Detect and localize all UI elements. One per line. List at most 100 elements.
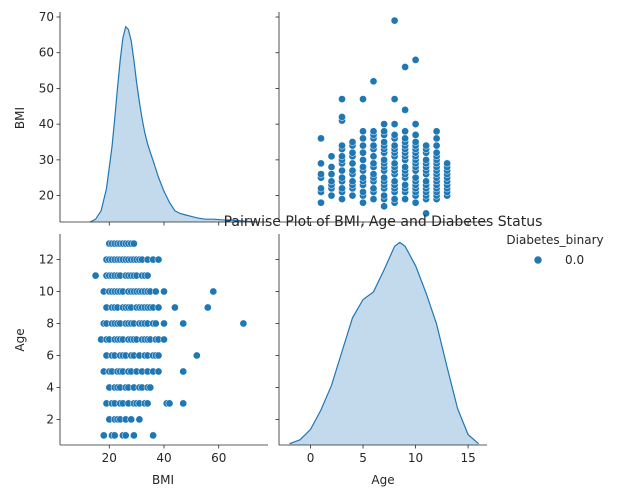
x-tick-label: 40 (156, 451, 171, 465)
y-axis-label-bmi: BMI (13, 107, 27, 129)
scatter-point (338, 152, 346, 161)
x-axis-label-bmi: BMI (152, 473, 174, 487)
scatter-point (130, 239, 138, 248)
scatter-point (327, 152, 336, 161)
scatter-point (390, 141, 399, 150)
chart-title: Pairwise Plot of BMI, Age and Diabetes S… (224, 214, 543, 230)
scatter-point (369, 159, 378, 168)
y-tick-label: 20 (39, 189, 54, 203)
scatter-point (143, 399, 152, 408)
kde-line (89, 25, 258, 223)
x-tick-label: 10 (408, 451, 423, 465)
scatter-point (369, 152, 378, 161)
y-tick-label: 6 (46, 348, 54, 362)
y-tick-label: 2 (46, 412, 54, 426)
scatter-point (154, 367, 163, 376)
scatter-point (359, 141, 367, 150)
legend-title: Diabetes_binary (506, 233, 603, 247)
scatter-point (317, 134, 325, 143)
scatter-point (411, 131, 420, 139)
scatter-point (359, 134, 367, 143)
scatter-point (348, 177, 357, 186)
scatter-point (390, 195, 399, 203)
scatter-point (380, 120, 388, 128)
x-axis-label-age: Age (371, 473, 394, 487)
scatter-point (422, 209, 430, 218)
scatter-point (327, 191, 336, 200)
scatter-point (411, 198, 420, 207)
scatter-point (160, 287, 168, 296)
scatter-point (411, 173, 420, 182)
x-tick-label: 60 (211, 451, 226, 465)
scatter-point (203, 303, 212, 312)
scatter-point (443, 159, 451, 168)
scatter-point (338, 95, 346, 103)
scatter-point (369, 77, 378, 86)
scatter-point (401, 181, 409, 189)
scatter-point (143, 271, 152, 280)
scatter-point (432, 141, 441, 150)
x-tick-label: 20 (102, 451, 117, 465)
scatter-point (401, 127, 409, 136)
scatter-point (369, 195, 378, 203)
scatter-point (154, 255, 163, 264)
scatter-point (422, 141, 430, 150)
scatter-point (359, 127, 367, 136)
legend-marker (533, 255, 543, 265)
scatter-point (338, 173, 346, 182)
scatter-point (135, 415, 144, 424)
scatter-point (390, 16, 399, 25)
scatter-point (179, 367, 188, 376)
scatter-point (209, 287, 218, 296)
scatter-point (317, 184, 325, 193)
scatter-point (179, 319, 188, 328)
scatter-point (411, 120, 420, 128)
scatter-point (160, 335, 168, 344)
scatter-point (359, 156, 367, 164)
kde-area (90, 26, 258, 223)
scatter-point (432, 134, 441, 143)
scatter-point (121, 431, 130, 440)
panel-bmi-kde: 20 30 40 50 60 70 (39, 10, 268, 226)
scatter-point (165, 399, 174, 408)
scatter-point (422, 177, 430, 186)
x-tick-label: 0 (307, 451, 315, 465)
scatter-point (380, 156, 388, 164)
scatter-point (192, 351, 201, 360)
scatter-point (401, 63, 409, 71)
scatter-point (239, 319, 248, 328)
scatter-point (130, 431, 138, 440)
scatter-point (401, 106, 409, 114)
scatter-point (411, 138, 420, 146)
scatter-point (149, 431, 157, 440)
scatter-point (380, 138, 388, 146)
scatter-point (151, 319, 160, 328)
scatter-point (401, 163, 409, 171)
y-tick-label: 60 (39, 46, 54, 60)
scatter-point (127, 415, 136, 424)
scatter-point (348, 166, 357, 175)
kde-area (289, 242, 479, 445)
scatter-point (327, 177, 336, 186)
y-tick-label: 10 (39, 285, 54, 299)
scatter-point (327, 163, 336, 171)
y-tick-label: 12 (39, 253, 54, 267)
scatter-point (422, 156, 430, 164)
scatter-point (338, 184, 346, 193)
panel-age-kde: 0 5 10 15 (275, 234, 487, 465)
scatter-point (380, 202, 388, 211)
scatter-point (401, 134, 409, 143)
y-axis-label-age: Age (13, 328, 27, 351)
scatter-point (348, 159, 357, 168)
scatter-point (411, 56, 420, 64)
scatter-point (380, 191, 388, 200)
scatter-point (160, 319, 168, 328)
scatter-point (390, 95, 399, 103)
scatter-point (338, 113, 346, 121)
scatter-point (179, 399, 188, 408)
panel-bmi-vs-age (275, 12, 487, 226)
scatter-point (432, 127, 441, 136)
scatter-point (146, 383, 155, 392)
legend-label: 0.0 (565, 253, 584, 267)
